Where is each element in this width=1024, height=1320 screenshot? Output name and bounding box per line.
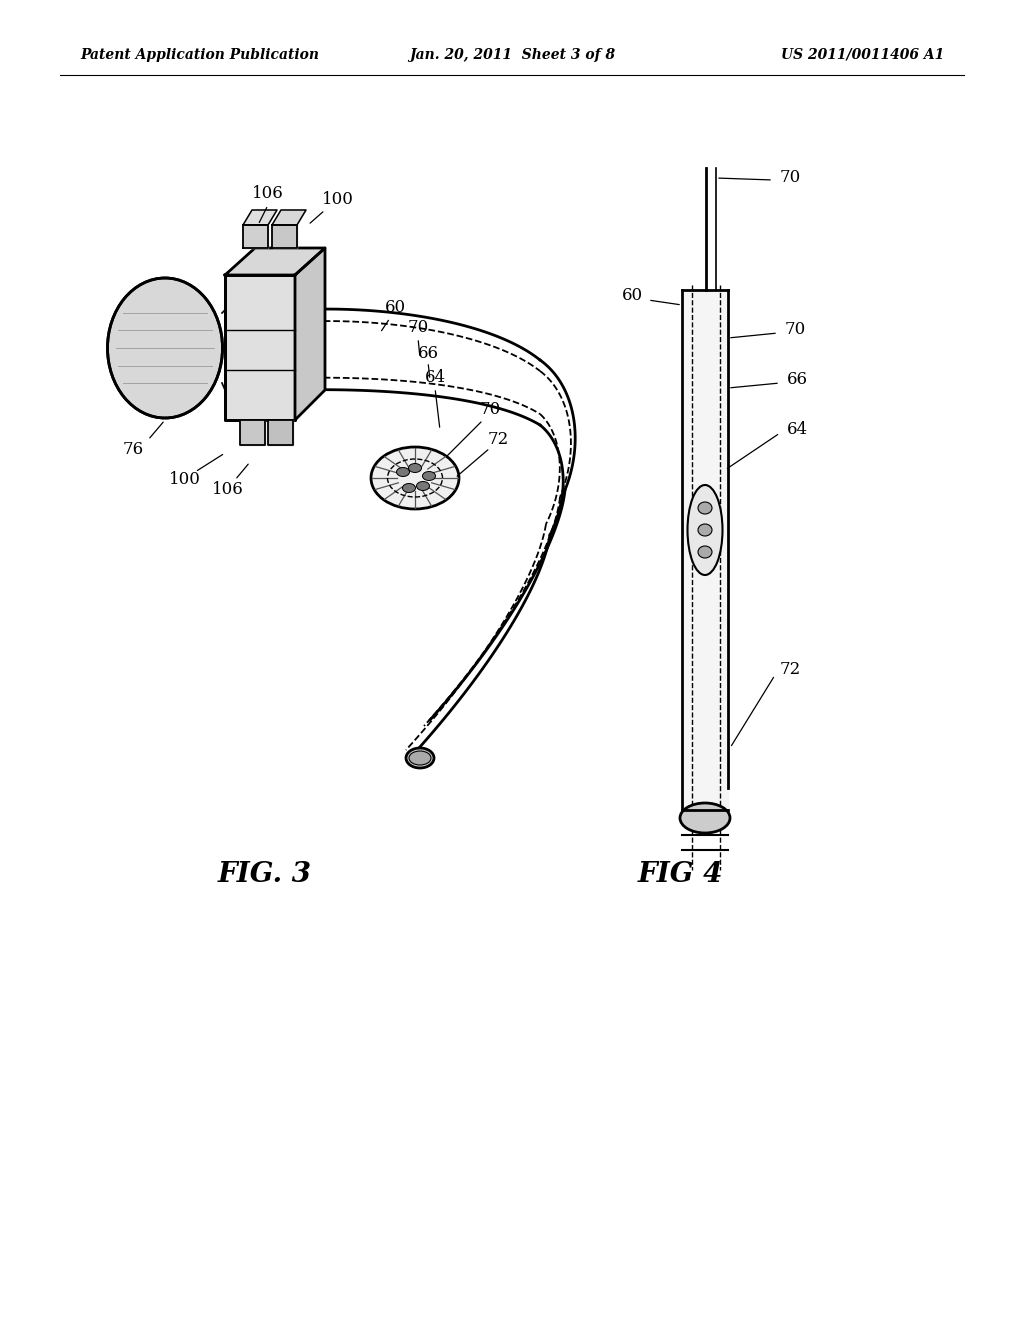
Text: 70: 70 <box>408 319 429 337</box>
Text: FIG 4: FIG 4 <box>637 862 723 888</box>
Ellipse shape <box>698 502 712 513</box>
Polygon shape <box>295 248 325 420</box>
Text: 64: 64 <box>424 370 445 387</box>
Ellipse shape <box>698 524 712 536</box>
Polygon shape <box>272 224 297 248</box>
Text: 106: 106 <box>252 185 284 202</box>
Polygon shape <box>268 420 293 445</box>
Ellipse shape <box>402 483 416 492</box>
Polygon shape <box>243 224 268 248</box>
Text: 64: 64 <box>786 421 808 438</box>
Polygon shape <box>682 290 728 810</box>
Polygon shape <box>272 210 306 224</box>
Ellipse shape <box>680 803 730 833</box>
Ellipse shape <box>409 463 422 473</box>
Text: 66: 66 <box>418 345 438 362</box>
Ellipse shape <box>371 447 459 510</box>
Polygon shape <box>225 248 325 275</box>
Ellipse shape <box>687 484 723 576</box>
Polygon shape <box>225 275 295 420</box>
Text: Jan. 20, 2011  Sheet 3 of 8: Jan. 20, 2011 Sheet 3 of 8 <box>409 48 615 62</box>
Text: 72: 72 <box>487 432 509 449</box>
Text: 76: 76 <box>123 441 143 458</box>
Ellipse shape <box>108 279 222 418</box>
Text: 106: 106 <box>212 482 244 499</box>
Text: FIG. 3: FIG. 3 <box>218 862 312 888</box>
Text: 72: 72 <box>779 661 801 678</box>
Polygon shape <box>243 210 278 224</box>
Polygon shape <box>240 420 265 445</box>
Text: 60: 60 <box>384 300 406 317</box>
Text: 70: 70 <box>784 322 806 338</box>
Text: 70: 70 <box>779 169 801 186</box>
Ellipse shape <box>698 546 712 558</box>
Ellipse shape <box>423 471 435 480</box>
Text: 100: 100 <box>169 471 201 488</box>
Text: 60: 60 <box>622 286 643 304</box>
Ellipse shape <box>417 482 429 491</box>
Ellipse shape <box>409 751 431 766</box>
Text: US 2011/0011406 A1: US 2011/0011406 A1 <box>780 48 944 62</box>
Text: 70: 70 <box>479 401 501 418</box>
Ellipse shape <box>396 467 410 477</box>
Text: Patent Application Publication: Patent Application Publication <box>80 48 319 62</box>
Text: 66: 66 <box>786 371 808 388</box>
Ellipse shape <box>406 748 434 768</box>
Text: 100: 100 <box>323 191 354 209</box>
